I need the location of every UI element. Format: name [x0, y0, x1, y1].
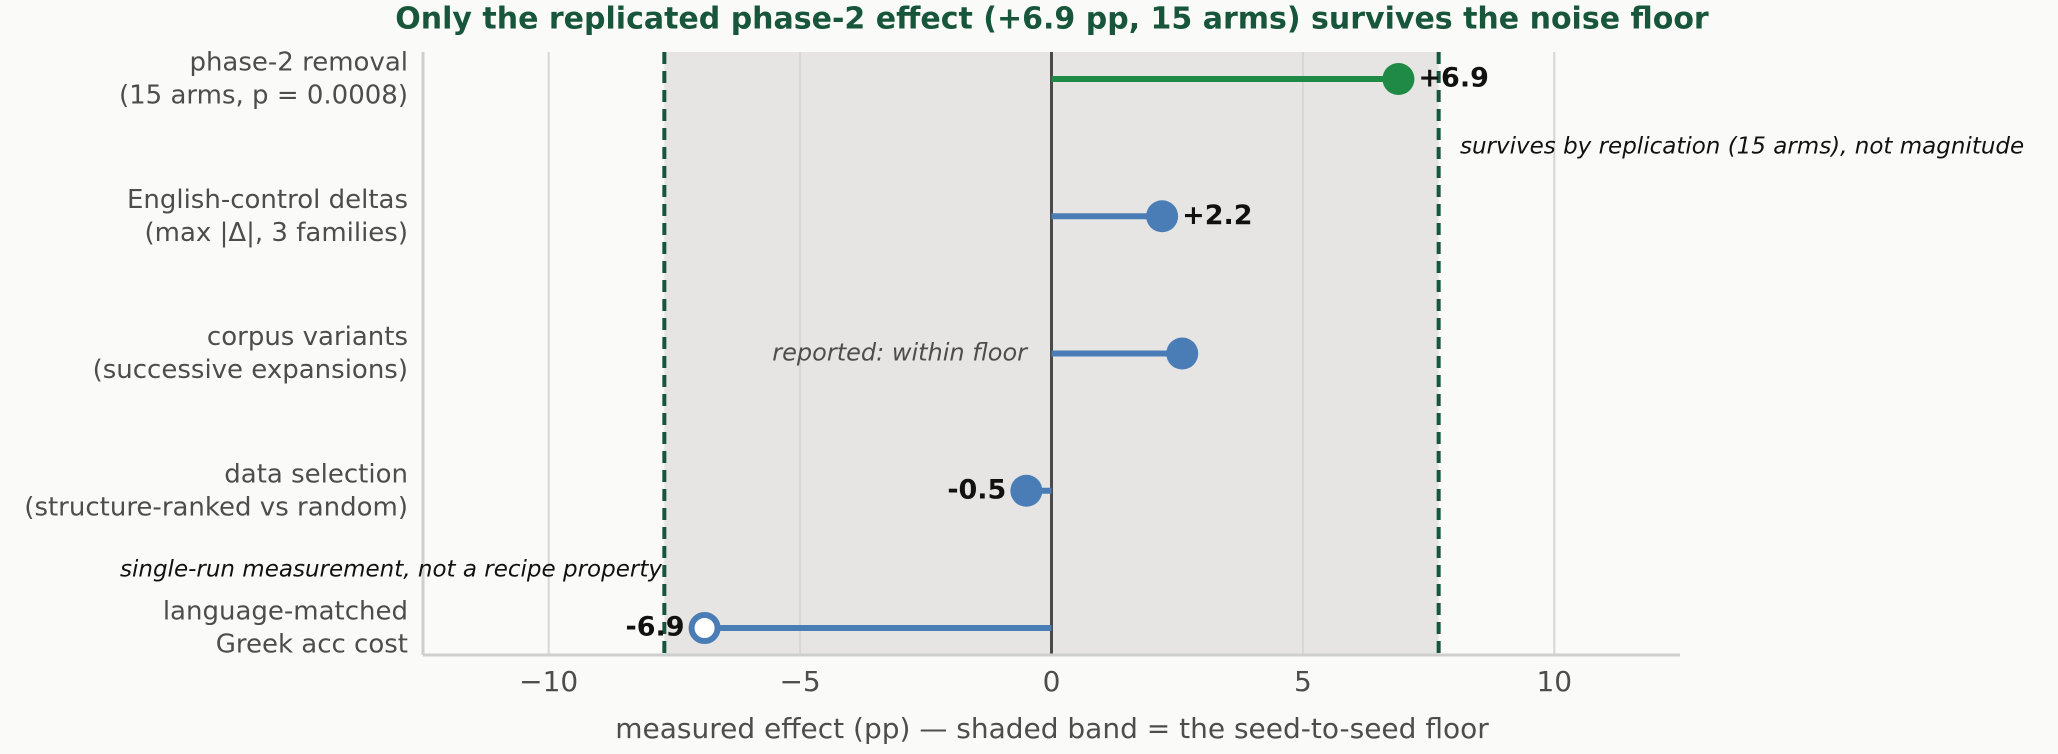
annotation: survives by replication (15 arms), not m…	[1460, 134, 2024, 160]
x-tick-label: −10	[519, 665, 578, 698]
category-label: phase-2 removal	[189, 48, 408, 78]
category-label: Greek acc cost	[216, 630, 408, 660]
value-label: -0.5	[947, 474, 1006, 505]
dot	[1146, 200, 1179, 233]
value-label: +6.9	[1418, 63, 1488, 94]
category-label: (structure-ranked vs random)	[24, 492, 408, 522]
dot	[1382, 63, 1415, 95]
dot	[1166, 337, 1199, 370]
dot	[1010, 474, 1043, 507]
category-label: (15 arms, p = 0.0008)	[119, 81, 408, 111]
x-tick-label: 5	[1294, 665, 1312, 698]
value-label: -6.9	[626, 612, 685, 643]
category-label: language-matched	[163, 597, 408, 627]
annotation: reported: within floor	[772, 339, 1029, 367]
category-label: (successive expansions)	[93, 355, 408, 385]
x-axis-label: measured effect (pp) — shaded band = the…	[615, 712, 1489, 745]
chart-title: Only the replicated phase-2 effect (+6.9…	[395, 2, 1709, 37]
x-tick-label: −5	[779, 665, 820, 698]
category-label: (max |Δ|, 3 families)	[145, 218, 408, 248]
value-label: +2.2	[1182, 200, 1252, 231]
category-label: data selection	[224, 459, 408, 489]
x-tick-label: 10	[1536, 665, 1572, 698]
x-tick-label: 0	[1043, 665, 1061, 698]
dot	[688, 612, 721, 644]
category-label: English-control deltas	[127, 185, 408, 215]
category-label: corpus variants	[207, 322, 408, 352]
annotation: single-run measurement, not a recipe pro…	[120, 557, 662, 583]
